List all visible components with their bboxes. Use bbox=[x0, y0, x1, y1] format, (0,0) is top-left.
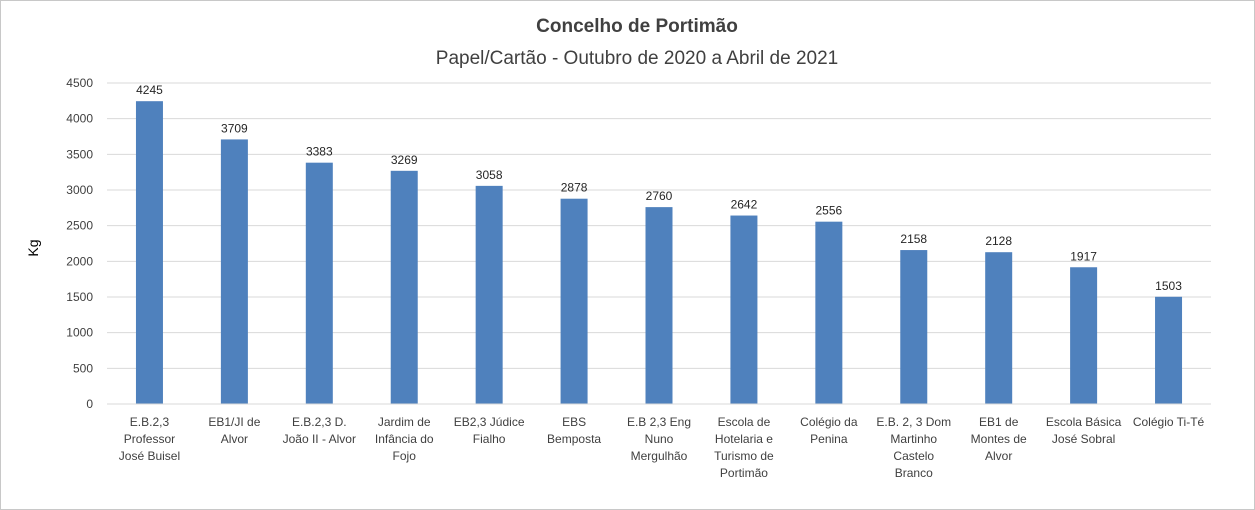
gridlines bbox=[107, 82, 1211, 369]
bar bbox=[645, 207, 673, 404]
category-label-line: Montes de bbox=[971, 432, 1027, 446]
category-label: E.B.2,3 D. João II - Alvor bbox=[283, 415, 356, 446]
category-label: Colégio da Penina bbox=[800, 415, 858, 446]
category-label-line: EB1 de bbox=[979, 415, 1019, 429]
y-tick-label: 2000 bbox=[66, 254, 93, 268]
category-label-line: Hotelaria e bbox=[715, 432, 773, 446]
chart-subtitle: Papel/Cartão - Outubro de 2020 a Abril d… bbox=[436, 48, 838, 69]
category-label-line: Fialho bbox=[473, 432, 506, 446]
category-label-line: João II - Alvor bbox=[283, 432, 356, 446]
bars bbox=[135, 101, 1183, 404]
y-tick-label: 1000 bbox=[66, 326, 93, 340]
category-label-line: Escola de bbox=[718, 415, 771, 429]
data-label: 2878 bbox=[561, 181, 588, 195]
category-label-line: Bemposta bbox=[547, 432, 601, 446]
category-label-line: E.B. 2, 3 Dom bbox=[876, 415, 951, 429]
category-label: EBS Bemposta bbox=[547, 415, 601, 446]
category-label-line: Alvor bbox=[221, 432, 248, 446]
bar bbox=[730, 215, 758, 404]
y-tick-label: 4500 bbox=[66, 76, 93, 90]
category-label-line: EBS bbox=[562, 415, 586, 429]
category-label-line: E.B 2,3 Eng bbox=[627, 415, 691, 429]
y-tick-label: 3500 bbox=[66, 147, 93, 161]
category-label-line: EB1/JI de bbox=[208, 415, 260, 429]
chart-title: Concelho de Portimão bbox=[536, 16, 738, 37]
data-label: 2642 bbox=[731, 198, 758, 212]
category-label-line: Nuno bbox=[645, 432, 674, 446]
category-label-line: Martinho bbox=[890, 432, 937, 446]
category-label-line: Turismo de bbox=[714, 449, 774, 463]
y-tick-label: 0 bbox=[86, 397, 93, 411]
category-label-line: José Sobral bbox=[1052, 432, 1115, 446]
bar bbox=[900, 250, 928, 404]
category-label: EB1 de Montes de Alvor bbox=[971, 415, 1027, 463]
category-label: E.B. 2, 3 Dom Martinho Castelo Branco bbox=[876, 415, 951, 480]
data-label: 1503 bbox=[1155, 279, 1182, 293]
category-label-line: Colégio da bbox=[800, 415, 858, 429]
category-label-line: Branco bbox=[895, 466, 933, 480]
bar bbox=[220, 139, 248, 404]
category-label-line: Alvor bbox=[985, 449, 1012, 463]
y-axis-ticks: 0 500 1000 1500 2000 2500 3000 3500 4000 4500 bbox=[66, 76, 93, 411]
category-label-line: Professor bbox=[124, 432, 175, 446]
category-label-line: EB2,3 Júdice bbox=[454, 415, 525, 429]
bar bbox=[815, 221, 843, 404]
data-label: 3269 bbox=[391, 153, 418, 167]
category-label: Escola Básica José Sobral bbox=[1046, 415, 1122, 446]
bar bbox=[475, 185, 503, 404]
category-label: EB1/JI de Alvor bbox=[208, 415, 260, 446]
category-label-line: Mergulhão bbox=[631, 449, 688, 463]
bar bbox=[135, 101, 163, 404]
data-label: 3383 bbox=[306, 145, 333, 159]
category-label: Jardim de Infância do Fojo bbox=[375, 415, 434, 463]
category-label: E.B.2,3 Professor José Buisel bbox=[119, 415, 180, 463]
data-label: 2158 bbox=[900, 232, 927, 246]
data-label: 4245 bbox=[136, 83, 163, 97]
bar bbox=[1155, 296, 1183, 404]
category-label-line: Infância do bbox=[375, 432, 434, 446]
category-label-line: E.B.2,3 bbox=[130, 415, 170, 429]
y-axis-label: Kg bbox=[25, 239, 41, 256]
category-label-line: Jardim de bbox=[378, 415, 431, 429]
y-tick-label: 4000 bbox=[66, 112, 93, 126]
category-label-line: E.B.2,3 D. bbox=[292, 415, 347, 429]
y-tick-label: 500 bbox=[73, 361, 93, 375]
bar bbox=[305, 162, 333, 404]
y-tick-label: 2500 bbox=[66, 219, 93, 233]
category-label-line: Fojo bbox=[393, 449, 417, 463]
data-labels: 4245 3709 3383 3269 3058 2878 2760 2642 2556 2158… bbox=[136, 83, 1182, 293]
category-label-line: Penina bbox=[810, 432, 848, 446]
category-label-line: José Buisel bbox=[119, 449, 180, 463]
bar bbox=[1070, 267, 1098, 404]
data-label: 1917 bbox=[1070, 249, 1097, 263]
bar bbox=[390, 170, 418, 404]
data-label: 3709 bbox=[221, 121, 248, 135]
category-label-line: Colégio Ti-Té bbox=[1133, 415, 1205, 429]
data-label: 2556 bbox=[815, 204, 842, 218]
category-label-line: Castelo bbox=[893, 449, 934, 463]
category-label: E.B 2,3 Eng Nuno Mergulhão bbox=[627, 415, 691, 463]
bar bbox=[560, 198, 588, 404]
category-label: Colégio Ti-Té bbox=[1133, 415, 1205, 429]
bar bbox=[985, 252, 1013, 404]
category-label-line: Escola Básica bbox=[1046, 415, 1122, 429]
data-label: 2760 bbox=[646, 189, 673, 203]
category-label: Escola de Hotelaria e Turismo de Portimão bbox=[714, 415, 774, 480]
y-tick-label: 3000 bbox=[66, 183, 93, 197]
category-label-line: Portimão bbox=[720, 466, 768, 480]
category-label: EB2,3 Júdice Fialho bbox=[454, 415, 525, 446]
y-tick-label: 1500 bbox=[66, 290, 93, 304]
data-label: 2128 bbox=[985, 234, 1012, 248]
data-label: 3058 bbox=[476, 168, 503, 182]
category-labels: E.B.2,3 Professor José Buisel EB1/JI de Alvo… bbox=[119, 415, 1205, 480]
